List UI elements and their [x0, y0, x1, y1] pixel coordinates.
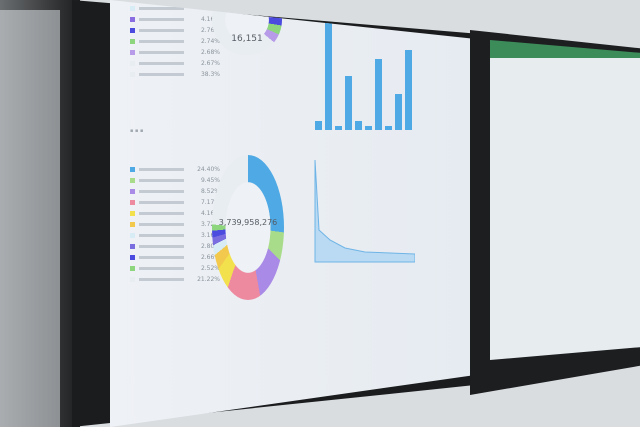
- top-donut-total: 16,151: [231, 34, 263, 44]
- legend-item: 8.52%: [130, 186, 220, 197]
- legend-percent: 4.16%: [200, 16, 220, 23]
- legend-item: 4.16%: [130, 208, 220, 219]
- legend-label: [139, 278, 184, 281]
- legend-label: [139, 29, 184, 32]
- bar: [325, 5, 332, 130]
- legend-swatch: [130, 277, 135, 282]
- bar: [395, 94, 402, 130]
- legend-label: [139, 190, 184, 193]
- legend-swatch: [130, 61, 135, 66]
- legend-percent: 3.16%: [200, 232, 220, 239]
- legend-swatch: [130, 200, 135, 205]
- legend-item: 21.22%: [130, 274, 220, 285]
- legend-percent: 2.76%: [200, 27, 220, 34]
- legend-item: 9.45%: [130, 175, 220, 186]
- legend-item: 2.68%: [130, 47, 220, 58]
- legend-item: 2.67%: [130, 58, 220, 69]
- legend-item: 3.16%: [130, 230, 220, 241]
- legend-label: [139, 201, 184, 204]
- legend-swatch: [130, 255, 135, 260]
- legend-percent: 2.80%: [200, 243, 220, 250]
- legend-percent: 3.72%: [200, 221, 220, 228]
- legend-percent: 9.45%: [200, 177, 220, 184]
- legend-item: 4.20%: [130, 3, 220, 14]
- legend-swatch: [130, 17, 135, 22]
- legend-swatch: [130, 167, 135, 172]
- legend-label: [139, 18, 184, 21]
- bar: [345, 76, 352, 130]
- legend-percent: 38.3%: [200, 71, 220, 78]
- legend-percent: 2.66%: [200, 254, 220, 261]
- legend-swatch: [130, 189, 135, 194]
- legend-swatch: [130, 222, 135, 227]
- legend-swatch: [130, 233, 135, 238]
- legend-percent: 2.52%: [200, 265, 220, 272]
- legend-item: 2.66%: [130, 252, 220, 263]
- legend-label: [139, 62, 184, 65]
- legend-percent: 2.68%: [200, 49, 220, 56]
- legend-percent: 21.22%: [197, 276, 220, 283]
- legend-item: 3.72%: [130, 219, 220, 230]
- legend-label: [139, 234, 184, 237]
- top-donut-legend: 6.48%4.20% 4.16% 2.76% 2.74% 2.68% 2.67% 38.3%: [130, 0, 220, 80]
- top-donut-chart: [212, 0, 282, 55]
- legend-swatch: [130, 266, 135, 271]
- legend-item: 7.17%: [130, 197, 220, 208]
- bar: [365, 125, 372, 130]
- legend-label: [139, 40, 184, 43]
- legend-item: 2.74%: [130, 36, 220, 47]
- legend-label: [139, 51, 184, 54]
- bar: [405, 49, 412, 130]
- legend-percent: 7.17%: [200, 199, 220, 206]
- legend-swatch: [130, 50, 135, 55]
- spreadsheet-screen: [490, 40, 640, 360]
- legend-item: 2.52%: [130, 263, 220, 274]
- legend-item: 2.80%: [130, 241, 220, 252]
- legend-item: 6.48%: [130, 0, 220, 3]
- area-series: [314, 159, 415, 263]
- data-table: [125, 320, 455, 420]
- bottom-donut-total: 3,739,958,276: [218, 218, 278, 227]
- legend-swatch: [130, 244, 135, 249]
- bottom-donut-legend: 24.40% 9.45% 8.52% 7.17% 4.16% 3.72% 3.16% 2.80…: [130, 164, 220, 285]
- area-chart: [314, 159, 415, 263]
- legend-percent: 4.16%: [200, 210, 220, 217]
- left-monitor-screen: [0, 10, 60, 427]
- legend-swatch: [130, 72, 135, 77]
- legend-label: [139, 223, 184, 226]
- bar: [315, 121, 322, 130]
- legend-percent: 2.74%: [200, 38, 220, 45]
- legend-swatch: [130, 211, 135, 216]
- legend-item: 38.3%: [130, 69, 220, 80]
- legend-label: [139, 245, 184, 248]
- legend-label: [139, 73, 184, 76]
- legend-label: [139, 179, 184, 182]
- bar: [335, 125, 342, 130]
- legend-item: 24.40%: [130, 164, 220, 175]
- bar: [375, 58, 382, 130]
- legend-label: [139, 256, 184, 259]
- bar: [385, 125, 392, 130]
- legend-swatch: [130, 28, 135, 33]
- bar: [355, 121, 362, 130]
- legend-label: [139, 168, 184, 171]
- legend-percent: 2.67%: [200, 60, 220, 67]
- bottom-donut-chart: [212, 155, 284, 300]
- legend-label: [139, 267, 184, 270]
- legend-label: [139, 212, 184, 215]
- legend-percent: 24.40%: [197, 166, 220, 173]
- legend-item: 4.16%: [130, 14, 220, 25]
- section-caption: ▪ ▪ ▪: [130, 128, 144, 134]
- legend-label: [139, 7, 184, 10]
- legend-swatch: [130, 39, 135, 44]
- legend-item: 2.76%: [130, 25, 220, 36]
- legend-swatch: [130, 178, 135, 183]
- legend-percent: 6.48%: [201, 0, 220, 3]
- legend-percent: 8.52%: [200, 188, 220, 195]
- bar-chart: [305, 0, 412, 130]
- dashboard-screen: 6.48%4.20% 4.16% 2.76% 2.74% 2.68% 2.67% 38.3%…: [110, 0, 470, 427]
- legend-swatch: [130, 6, 135, 11]
